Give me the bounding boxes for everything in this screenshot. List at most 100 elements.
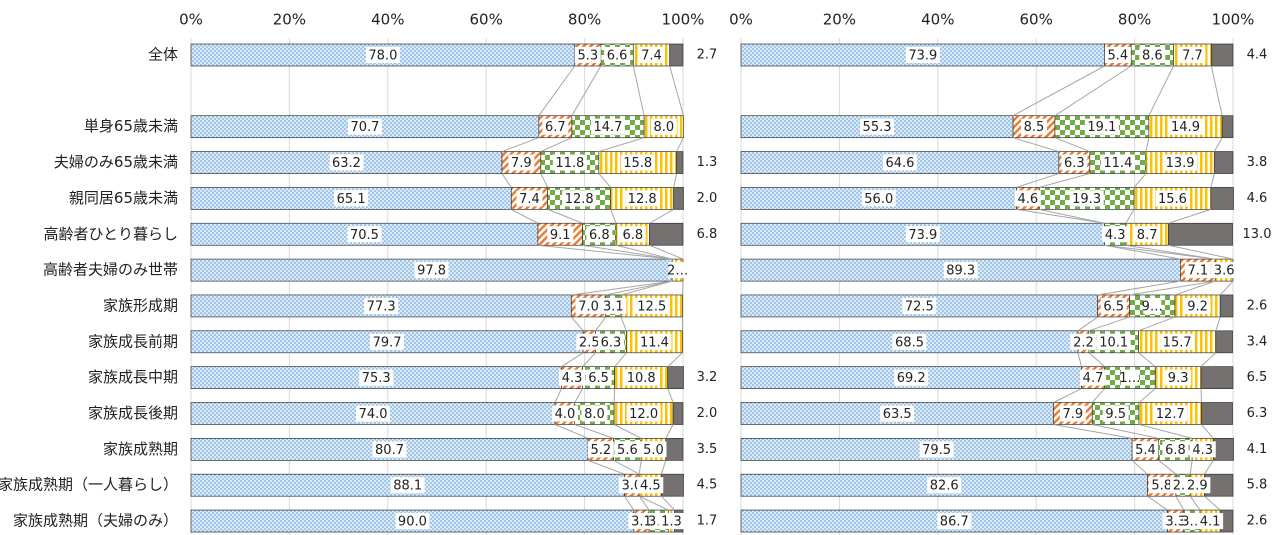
connector bbox=[574, 424, 614, 439]
connector bbox=[1213, 137, 1223, 152]
data-label-box bbox=[1120, 369, 1139, 386]
data-label-box bbox=[575, 297, 602, 314]
connector bbox=[1168, 208, 1212, 224]
connector bbox=[1210, 173, 1215, 188]
connector bbox=[1129, 280, 1216, 296]
data-label-box bbox=[1104, 47, 1131, 63]
connector bbox=[1147, 495, 1168, 511]
connector bbox=[1012, 137, 1059, 153]
data-label: 55.3 bbox=[863, 120, 892, 135]
connector bbox=[1012, 65, 1105, 117]
connector bbox=[1053, 388, 1082, 403]
data-label-box bbox=[547, 226, 574, 243]
data-label-box bbox=[1061, 154, 1088, 171]
data-label: 73.9 bbox=[908, 49, 937, 64]
data-label-box bbox=[395, 513, 430, 530]
data-label-box bbox=[1080, 369, 1107, 386]
bar-segment bbox=[649, 222, 684, 246]
x-tick-label: 80% bbox=[1118, 11, 1151, 29]
data-label: 11.8 bbox=[555, 156, 584, 171]
category-label: 全体 bbox=[148, 46, 178, 64]
data-label: 77.3 bbox=[367, 299, 396, 314]
connector bbox=[649, 208, 674, 224]
connector bbox=[587, 459, 625, 475]
data-label-box bbox=[1189, 441, 1216, 458]
category-label: 高齢者夫婦のみ世帯 bbox=[43, 261, 178, 279]
category-label: 親同居65歳未満 bbox=[69, 189, 178, 207]
data-label: 4.3 bbox=[562, 371, 583, 386]
data-label-box bbox=[1155, 190, 1190, 207]
data-label-box bbox=[1100, 297, 1127, 314]
connector bbox=[1138, 388, 1156, 403]
data-label-box bbox=[638, 47, 665, 63]
data-label-box bbox=[880, 405, 915, 422]
data-label: 4.4 bbox=[1247, 48, 1268, 63]
connector bbox=[540, 137, 573, 153]
data-label: 14.9 bbox=[1171, 120, 1200, 135]
connector bbox=[582, 352, 596, 367]
connector bbox=[620, 316, 627, 331]
connector bbox=[1200, 352, 1217, 368]
bar-segment bbox=[1211, 43, 1234, 67]
connector bbox=[1053, 424, 1133, 439]
data-label: 4.1 bbox=[1200, 515, 1221, 530]
data-label-box bbox=[1070, 333, 1097, 350]
data-label: 2.5 bbox=[579, 335, 600, 350]
data-label: 9… bbox=[1142, 299, 1163, 314]
data-label: 5.2 bbox=[590, 443, 611, 458]
connector bbox=[1104, 244, 1181, 260]
data-label: 6.5 bbox=[1103, 299, 1124, 314]
data-label-box bbox=[586, 226, 613, 243]
connector bbox=[1088, 316, 1130, 332]
data-label: 3.8 bbox=[1247, 155, 1268, 170]
data-label: 13.0 bbox=[1243, 227, 1272, 242]
data-label-box bbox=[905, 47, 940, 63]
connector bbox=[501, 137, 540, 153]
data-label: 6.5 bbox=[1247, 370, 1268, 385]
data-label: 68.5 bbox=[895, 335, 924, 350]
x-tick-label: 0% bbox=[729, 11, 753, 29]
data-label: 6.3 bbox=[1064, 156, 1085, 171]
connector bbox=[667, 352, 683, 368]
connector bbox=[605, 280, 673, 296]
category-label: 単身65歳未満 bbox=[84, 117, 178, 135]
data-label: 7.9 bbox=[511, 156, 532, 171]
data-label: 1.7 bbox=[697, 514, 718, 529]
bar-segment bbox=[1201, 402, 1233, 425]
data-label-box bbox=[640, 441, 667, 458]
data-label-box bbox=[1182, 513, 1201, 530]
connector bbox=[660, 495, 675, 511]
data-label-box bbox=[1084, 118, 1119, 135]
connector bbox=[614, 352, 627, 367]
data-label: 6.5 bbox=[588, 371, 609, 386]
data-label: 5.6 bbox=[617, 443, 638, 458]
data-label: 4.6 bbox=[1247, 191, 1268, 206]
data-label: 3.0 bbox=[621, 479, 642, 494]
data-label: 70.7 bbox=[350, 120, 379, 135]
data-label: 5.8 bbox=[1151, 479, 1172, 494]
x-tick-label: 80% bbox=[568, 11, 601, 29]
bar-segment bbox=[673, 187, 684, 210]
data-label: 1.3 bbox=[661, 515, 682, 530]
connector bbox=[1189, 495, 1201, 511]
x-tick-label: 100% bbox=[1212, 11, 1255, 29]
data-label-box bbox=[1179, 47, 1206, 63]
bar-segment bbox=[1210, 187, 1234, 210]
data-label: 3.1 bbox=[631, 515, 652, 530]
data-label-box bbox=[329, 154, 364, 171]
data-label: 3.2 bbox=[697, 370, 718, 385]
bar-segment bbox=[1215, 330, 1233, 354]
data-label-box bbox=[516, 190, 543, 207]
data-label: 75.3 bbox=[362, 371, 391, 386]
data-label: 7.4 bbox=[519, 192, 540, 207]
connector bbox=[1077, 352, 1082, 367]
bar-segment bbox=[1168, 222, 1233, 246]
connector bbox=[1077, 316, 1098, 332]
data-label-box bbox=[559, 369, 586, 386]
data-label: 88.1 bbox=[393, 479, 422, 494]
data-label: 19.3 bbox=[1072, 192, 1101, 207]
connector bbox=[570, 316, 584, 332]
connector bbox=[638, 495, 650, 511]
data-label-box bbox=[552, 154, 587, 171]
data-label: 3.4 bbox=[1247, 334, 1268, 349]
